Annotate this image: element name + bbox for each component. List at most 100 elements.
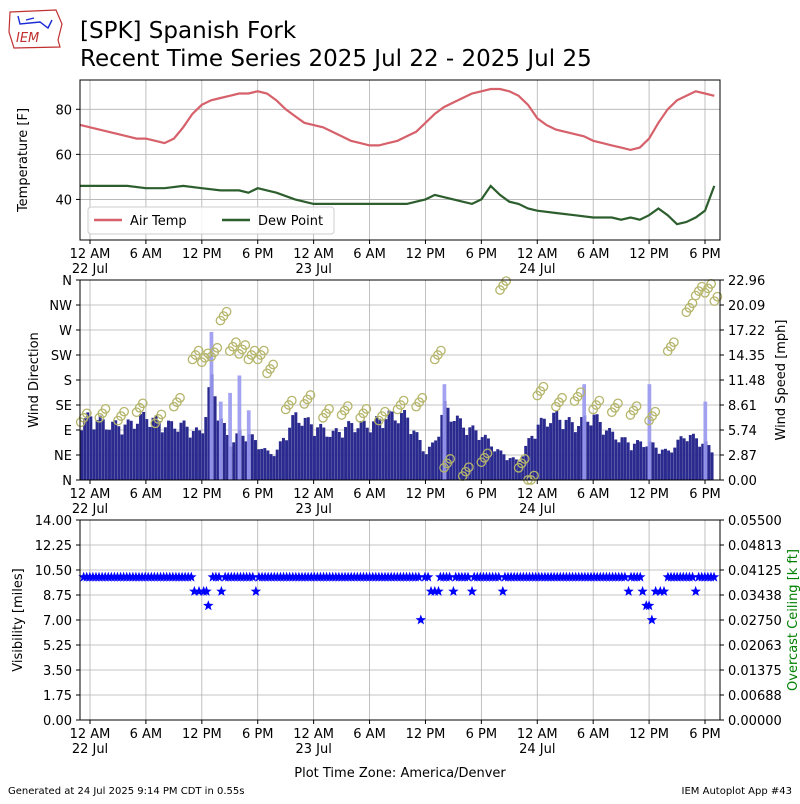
ceiling-tick-label: 0.04813 <box>728 539 782 554</box>
wind-speed-bar <box>657 453 661 480</box>
wind-speed-bar <box>424 454 428 480</box>
x-tick-label: 12 PM <box>406 727 446 742</box>
wind-direction-marker <box>538 381 549 392</box>
wind-speed-bar <box>334 428 338 480</box>
wind-speed-bar <box>167 420 170 480</box>
wind-direction-marker <box>712 291 723 302</box>
visibility-marker <box>444 571 455 582</box>
wind-speed-bar <box>536 424 540 480</box>
wind-speed-bar <box>474 430 478 480</box>
wind-speed-bar <box>561 429 565 480</box>
wind-direction-marker <box>342 401 353 411</box>
wind-direction-marker <box>669 337 679 348</box>
x-tick-label: 12 AM <box>70 247 111 262</box>
wind-speed-bar <box>350 423 354 480</box>
wind-speed-bar <box>235 433 239 480</box>
x-tick-label: 6 AM <box>353 487 386 502</box>
visibility-marker <box>643 600 655 611</box>
wind-speed-bar <box>204 417 208 480</box>
wind-speed-bar <box>418 440 422 480</box>
x-tick-label: 6 PM <box>689 247 720 262</box>
wind-speed-bar <box>639 441 643 480</box>
wind-gust-bar <box>442 384 447 480</box>
wind-speed-bar <box>139 414 143 480</box>
ceiling-tick-label: 0.03438 <box>728 589 782 604</box>
wind-speed-bar <box>92 429 96 480</box>
visibility-marker <box>637 585 648 596</box>
wind-speed-bar <box>114 420 118 480</box>
wind-panel: N NE E SE S SW W NW N 0.00 2.87 5.74 8.61 11.48 14.35 1… <box>49 274 765 517</box>
wind-speed-bar <box>440 414 444 480</box>
wind-speed-bar <box>580 417 584 480</box>
wind-speed-bar <box>384 419 388 480</box>
wind-direction-marker <box>240 340 251 350</box>
wind-speed-bar <box>300 425 304 480</box>
wind-gust-bar <box>703 401 708 480</box>
wind-speed-bar <box>163 427 167 480</box>
visibility-marker <box>189 585 200 596</box>
wind-speed-bar <box>406 417 410 480</box>
wind-direction-marker <box>212 342 223 353</box>
wind-speed-bar <box>459 418 462 480</box>
wind-direction-marker <box>445 454 456 464</box>
speed-tick-label: 17.22 <box>728 324 765 339</box>
wind-speed-bar <box>213 396 217 480</box>
visibility-tick-label: 10.50 <box>35 564 72 579</box>
ceiling-tick-label: 0.02063 <box>728 639 782 654</box>
wind-gust-bar <box>582 384 587 480</box>
x-tick-label: 12 AM <box>70 727 111 742</box>
wind-speed-bar <box>496 449 500 480</box>
visibility-marker <box>493 571 504 582</box>
wind-speed-bar <box>151 417 155 480</box>
visibility-marker <box>650 585 661 596</box>
wind-speed-bar <box>570 422 574 480</box>
wind-speed-bar <box>266 450 270 480</box>
x-tick-label: 12 PM <box>629 727 669 742</box>
wind-speed-bar <box>260 448 264 480</box>
visibility-marker <box>203 600 214 611</box>
wind-speed-bar <box>490 446 494 480</box>
x-tick-label: 12 PM <box>182 247 222 262</box>
visibility-marker <box>690 585 701 596</box>
x-tick-label: 12 AM <box>293 487 334 502</box>
logo-sketch-lines <box>17 15 53 30</box>
visibility-ylabel: Visibility [miles] <box>11 568 26 671</box>
x-tick-label: 12 PM <box>406 487 446 502</box>
visibility-marker <box>250 585 262 596</box>
wind-speed-bar <box>449 421 453 480</box>
wind-speed-bar <box>477 439 481 480</box>
y-tick-label: 80 <box>55 103 72 118</box>
wind-speed-bar <box>132 428 136 480</box>
wind-speed-bar <box>250 434 254 480</box>
visibility-marker <box>687 571 698 582</box>
wind-direction-marker <box>696 281 707 292</box>
wind-speed-bar <box>691 433 695 480</box>
wind-speed-bar <box>642 447 646 480</box>
wind-speed-bar <box>654 447 658 480</box>
wind-speed-bar <box>278 441 282 480</box>
wind-speed-bar <box>390 411 394 480</box>
wind-speed-bar <box>142 411 146 480</box>
wind-direction-marker <box>631 401 642 411</box>
wind-panel-frame <box>79 279 721 481</box>
wind-speed-bar <box>651 442 655 480</box>
x-tick-date: 22 Jul <box>72 742 108 757</box>
x-tick-label: 12 PM <box>406 247 446 262</box>
wind-speed-bar <box>191 431 195 480</box>
x-tick-label: 6 PM <box>242 727 273 742</box>
footer-generated: Generated at 24 Jul 2025 9:14 PM CDT in … <box>8 786 244 797</box>
x-tick-label: 12 PM <box>629 247 669 262</box>
wind-speed-bar <box>188 437 192 480</box>
wind-speed-bar <box>471 425 475 480</box>
wind-speed-bar <box>126 419 130 480</box>
wind-speed-bar <box>632 443 636 480</box>
visibility-tick-label: 7.00 <box>43 614 72 629</box>
speed-tick-label: 5.74 <box>728 424 757 439</box>
wind-speed-bar <box>673 447 677 480</box>
wind-speed-bar <box>623 437 627 480</box>
visibility-marker <box>655 585 666 596</box>
visibility-tick-label: 8.75 <box>43 589 72 604</box>
x-tick-label: 6 PM <box>689 487 720 502</box>
